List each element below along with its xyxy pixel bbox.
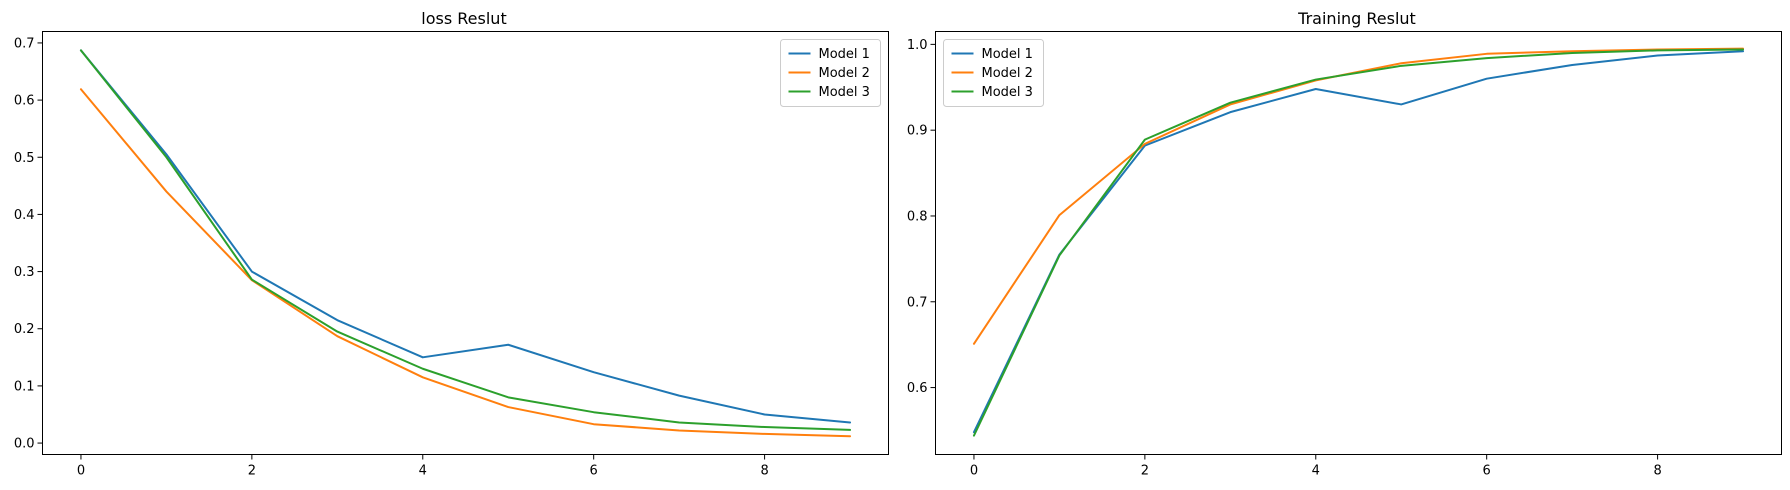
training-x-tick-label: 0: [970, 464, 978, 479]
training-x-tick-label: 8: [1653, 464, 1661, 479]
training-y-tick-label: 0.8: [907, 209, 928, 224]
training-legend-label-3: Model 3: [982, 85, 1033, 100]
loss-y-tick-label: 0.6: [14, 94, 35, 109]
loss-y-tick-label: 0.3: [14, 265, 35, 280]
loss-y-tick-label: 0.2: [14, 322, 35, 337]
loss-chart-title: loss Reslut: [421, 9, 506, 28]
loss-series-2-line: [79, 88, 852, 438]
training-series-3-line: [972, 48, 1745, 437]
loss-y-tick-label: 0.0: [14, 437, 35, 452]
loss-legend: Model 1 Model 2 Model 3: [780, 39, 881, 107]
training-x-tick-label: 2: [1141, 464, 1149, 479]
training-legend-box: [943, 39, 1044, 107]
training-y-tick-label: 0.9: [907, 124, 928, 139]
training-legend-label-2: Model 2: [982, 66, 1033, 81]
training-x-tick-label: 6: [1483, 464, 1491, 479]
loss-x-tick-label: 4: [419, 464, 427, 479]
training-chart-axes-frame: [935, 31, 1782, 455]
loss-x-tick-label: 0: [77, 464, 85, 479]
training-legend-label-1: Model 1: [982, 47, 1033, 62]
loss-y-tick-label: 0.4: [14, 208, 35, 223]
loss-chart: loss Reslut 0 2 4 6 8 0.0 0.1 0.2 0.3 0.4 0.5 0.6 0.…: [14, 9, 889, 479]
loss-legend-box: [780, 39, 881, 107]
training-x-tick-label: 4: [1312, 464, 1320, 479]
training-chart-title: Training Reslut: [1297, 9, 1416, 28]
loss-y-tick-label: 0.7: [14, 36, 35, 51]
loss-x-tick-label: 2: [248, 464, 256, 479]
loss-series-3-line: [79, 49, 852, 431]
loss-y-tick-label: 0.5: [14, 151, 35, 166]
training-series-1-line: [972, 50, 1745, 434]
loss-chart-axes-frame: [42, 31, 889, 455]
loss-legend-label-2: Model 2: [819, 66, 870, 81]
loss-x-tick-label: 6: [590, 464, 598, 479]
training-y-tick-label: 0.7: [907, 295, 928, 310]
loss-y-tick-label: 0.1: [14, 379, 35, 394]
training-y-tick-label: 1.0: [907, 38, 928, 53]
loss-series-1-line: [79, 49, 852, 424]
loss-x-tick-label: 8: [760, 464, 768, 479]
loss-legend-label-1: Model 1: [819, 47, 870, 62]
training-legend: Model 1 Model 2 Model 3: [943, 39, 1044, 107]
loss-legend-label-3: Model 3: [819, 85, 870, 100]
training-y-tick-label: 0.6: [907, 381, 928, 396]
training-chart: Training Reslut 0 2 4 6 8 0.6 0.7 0.8 0.9 1.0 Mode…: [907, 9, 1782, 479]
